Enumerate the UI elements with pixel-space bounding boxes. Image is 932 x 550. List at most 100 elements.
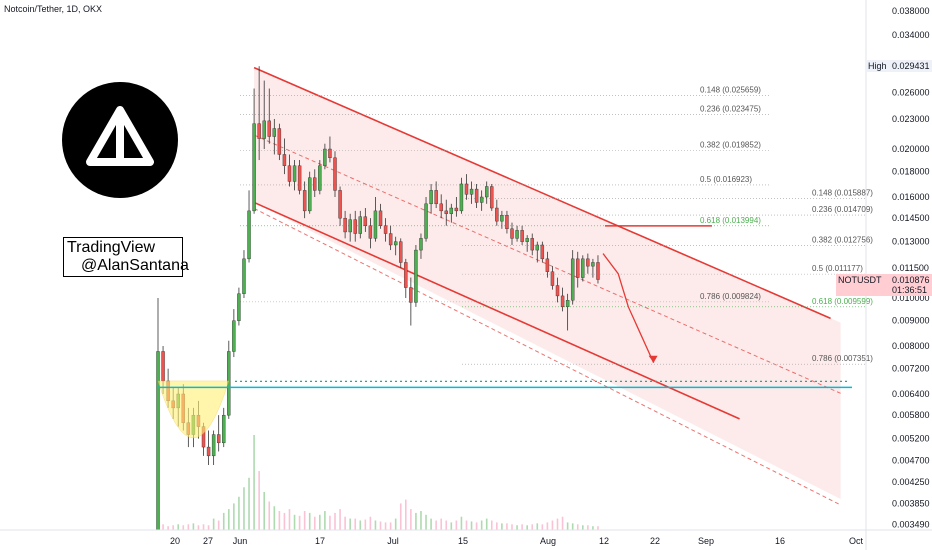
candle-body[interactable] <box>464 183 469 195</box>
candle-body[interactable] <box>550 271 555 286</box>
candle-body[interactable] <box>297 165 302 191</box>
candle-body[interactable] <box>576 258 580 278</box>
candle-body[interactable] <box>545 258 550 272</box>
candle-body[interactable] <box>328 148 332 159</box>
candle-body[interactable] <box>560 295 565 308</box>
candle-body[interactable] <box>414 249 418 303</box>
price-tick-label: 0.005200 <box>892 434 930 444</box>
price-tick-label: 0.007200 <box>892 364 930 374</box>
candle-body[interactable] <box>348 219 352 233</box>
price-tick-label: 0.011500 <box>892 263 929 273</box>
candle-body[interactable] <box>449 207 454 214</box>
candle-body[interactable] <box>242 258 246 294</box>
candle-body[interactable] <box>307 177 312 212</box>
candle-body[interactable] <box>232 320 236 352</box>
candle-body[interactable] <box>373 210 378 239</box>
candle-body[interactable] <box>586 258 590 267</box>
candle-body[interactable] <box>399 241 403 263</box>
volume-bar <box>470 521 473 530</box>
channel-upper-line[interactable] <box>253 66 831 320</box>
volume-bar <box>435 520 437 530</box>
candle-body[interactable] <box>530 238 534 251</box>
candle-body[interactable] <box>500 215 504 222</box>
candle-body[interactable] <box>429 190 433 205</box>
candle-body[interactable] <box>505 215 509 230</box>
candle-body[interactable] <box>540 244 545 260</box>
candle-body[interactable] <box>206 446 211 457</box>
candle-body[interactable] <box>484 186 489 198</box>
candle-body[interactable] <box>323 148 327 166</box>
candle-body[interactable] <box>272 128 277 137</box>
candle-body[interactable] <box>474 188 479 203</box>
candle-body[interactable] <box>444 210 448 214</box>
candle-body[interactable] <box>343 217 347 233</box>
candle-body[interactable] <box>282 154 287 166</box>
candle-body[interactable] <box>424 203 428 239</box>
projection-path[interactable] <box>602 253 655 364</box>
candle-body[interactable] <box>363 216 368 226</box>
candle-body[interactable] <box>257 123 261 139</box>
candle-body[interactable] <box>570 258 575 301</box>
candle-body[interactable] <box>333 157 337 191</box>
candle-body[interactable] <box>525 238 529 242</box>
candle-body[interactable] <box>292 165 297 182</box>
volume-bar <box>187 524 190 530</box>
volume-bar <box>561 516 564 530</box>
candle-body[interactable] <box>237 293 241 321</box>
volume-bar <box>415 512 417 530</box>
volume-bar <box>319 514 321 530</box>
volume-bar <box>263 492 265 530</box>
time-tick-label: 16 <box>775 536 785 546</box>
price-tick-label: 0.009000 <box>892 316 930 326</box>
watermark-line1: TradingView <box>67 239 156 256</box>
candle-body[interactable] <box>262 120 266 139</box>
candle-body[interactable] <box>535 244 540 251</box>
candle-body[interactable] <box>515 230 519 239</box>
candle-body[interactable] <box>222 414 226 444</box>
candle-body[interactable] <box>216 434 221 444</box>
volume-bar <box>167 526 169 530</box>
candle-body[interactable] <box>383 225 388 234</box>
candle-body[interactable] <box>469 188 474 195</box>
notcoin-logo-icon <box>62 82 178 198</box>
candle-body[interactable] <box>490 186 494 209</box>
candle-body[interactable] <box>565 300 570 308</box>
candle-body[interactable] <box>267 120 271 137</box>
candle-body[interactable] <box>596 262 600 280</box>
candle-body[interactable] <box>419 238 423 251</box>
candle-body[interactable] <box>161 351 165 382</box>
candle-body[interactable] <box>439 203 443 212</box>
candle-body[interactable] <box>393 241 398 246</box>
candle-body[interactable] <box>555 285 560 297</box>
candle-body[interactable] <box>252 123 256 212</box>
candle-body[interactable] <box>378 210 383 226</box>
candle-body[interactable] <box>353 219 357 234</box>
candle-body[interactable] <box>368 225 373 239</box>
volume-bar <box>571 523 574 530</box>
candle-body[interactable] <box>581 258 585 278</box>
candle-body[interactable] <box>211 434 216 457</box>
candle-body[interactable] <box>287 165 292 182</box>
candle-body[interactable] <box>247 210 251 260</box>
candle-body[interactable] <box>338 190 342 219</box>
candle-body[interactable] <box>520 230 524 242</box>
candle-body[interactable] <box>302 190 307 212</box>
price-tick-label: 0.034000 <box>892 30 930 40</box>
channel-lower-line[interactable] <box>253 201 740 420</box>
candle-body[interactable] <box>495 207 499 222</box>
candle-body[interactable] <box>404 262 408 288</box>
candle-body[interactable] <box>358 216 363 234</box>
candle-body[interactable] <box>318 165 322 191</box>
candle-body[interactable] <box>459 183 464 212</box>
candle-body[interactable] <box>591 262 595 267</box>
candle-body[interactable] <box>434 190 438 205</box>
candle-body[interactable] <box>479 196 484 203</box>
candle-body[interactable] <box>510 228 514 239</box>
candle-body[interactable] <box>156 351 160 531</box>
candle-body[interactable] <box>454 207 459 212</box>
candle-body[interactable] <box>388 233 393 246</box>
candle-body[interactable] <box>313 177 317 191</box>
candle-body[interactable] <box>277 128 282 155</box>
candle-body[interactable] <box>409 287 413 303</box>
volume-bar <box>511 524 513 530</box>
